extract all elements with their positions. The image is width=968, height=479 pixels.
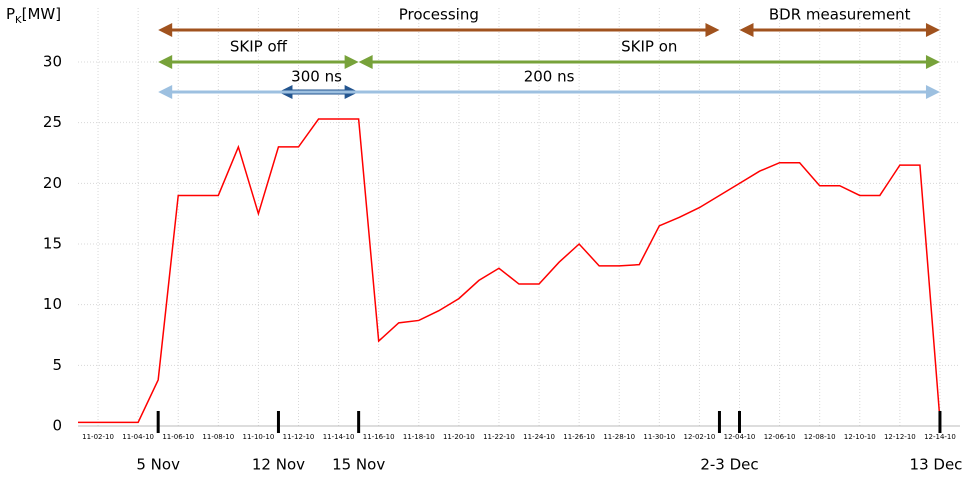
date-marker-label: 13 Dec: [910, 456, 963, 474]
arrow-label: SKIP off: [230, 38, 288, 56]
x-tick-label: 11-10-10: [243, 433, 275, 441]
y-tick-label: 20: [43, 174, 62, 192]
y-tick-label: 0: [52, 417, 62, 435]
arrow-head: [739, 23, 754, 37]
arrow-head: [158, 23, 173, 37]
x-tick-label: 11-22-10: [483, 433, 515, 441]
y-tick-label: 10: [43, 295, 62, 313]
x-tick-label: 11-24-10: [523, 433, 555, 441]
x-tick-label: 12-12-10: [884, 433, 916, 441]
x-tick-label: 11-16-10: [363, 433, 395, 441]
date-marker-label: 5 Nov: [136, 456, 180, 474]
arrow-label: Processing: [399, 6, 479, 24]
x-tick-label: 11-28-10: [603, 433, 635, 441]
x-tick-label: 12-08-10: [804, 433, 836, 441]
arrow-head: [925, 55, 940, 69]
x-tick-label: 11-08-10: [202, 433, 234, 441]
date-marker-label: 15 Nov: [332, 456, 385, 474]
arrow-head: [925, 85, 940, 99]
y-tick-label: 25: [43, 113, 62, 131]
date-marker-label: 12 Nov: [252, 456, 305, 474]
x-tick-label: 12-04-10: [724, 433, 756, 441]
x-tick-label: 11-18-10: [403, 433, 435, 441]
x-tick-label: 12-06-10: [764, 433, 796, 441]
date-marker-label: 2-3 Dec: [700, 456, 758, 474]
y-tick-label: 5: [52, 356, 62, 374]
arrow-head: [358, 55, 373, 69]
x-tick-label: 11-26-10: [563, 433, 595, 441]
x-tick-label: 11-30-10: [643, 433, 675, 441]
y-axis-label: PK[MW]: [6, 5, 61, 27]
x-tick-label: 11-06-10: [162, 433, 194, 441]
arrow-label: 300 ns: [291, 68, 342, 86]
arrow-label: 200 ns: [524, 68, 575, 86]
arrow-head: [158, 85, 173, 99]
arrow-label: BDR measurement: [769, 6, 911, 24]
x-tick-label: 11-20-10: [443, 433, 475, 441]
x-tick-label: 12-02-10: [684, 433, 716, 441]
x-tick-label: 11-12-10: [283, 433, 315, 441]
x-tick-label: 11-04-10: [122, 433, 154, 441]
x-tick-label: 12-10-10: [844, 433, 876, 441]
x-tick-label: 11-14-10: [323, 433, 355, 441]
y-tick-label: 30: [43, 53, 62, 71]
arrow-head: [925, 23, 940, 37]
data-line: [78, 118, 941, 424]
y-tick-label: 15: [43, 235, 62, 253]
arrow-label: SKIP on: [621, 38, 677, 56]
arrow-head: [705, 23, 720, 37]
x-tick-label: 12-14-10: [924, 433, 956, 441]
arrow-head: [158, 55, 173, 69]
x-tick-label: 11-02-10: [82, 433, 114, 441]
arrow-head: [344, 55, 359, 69]
